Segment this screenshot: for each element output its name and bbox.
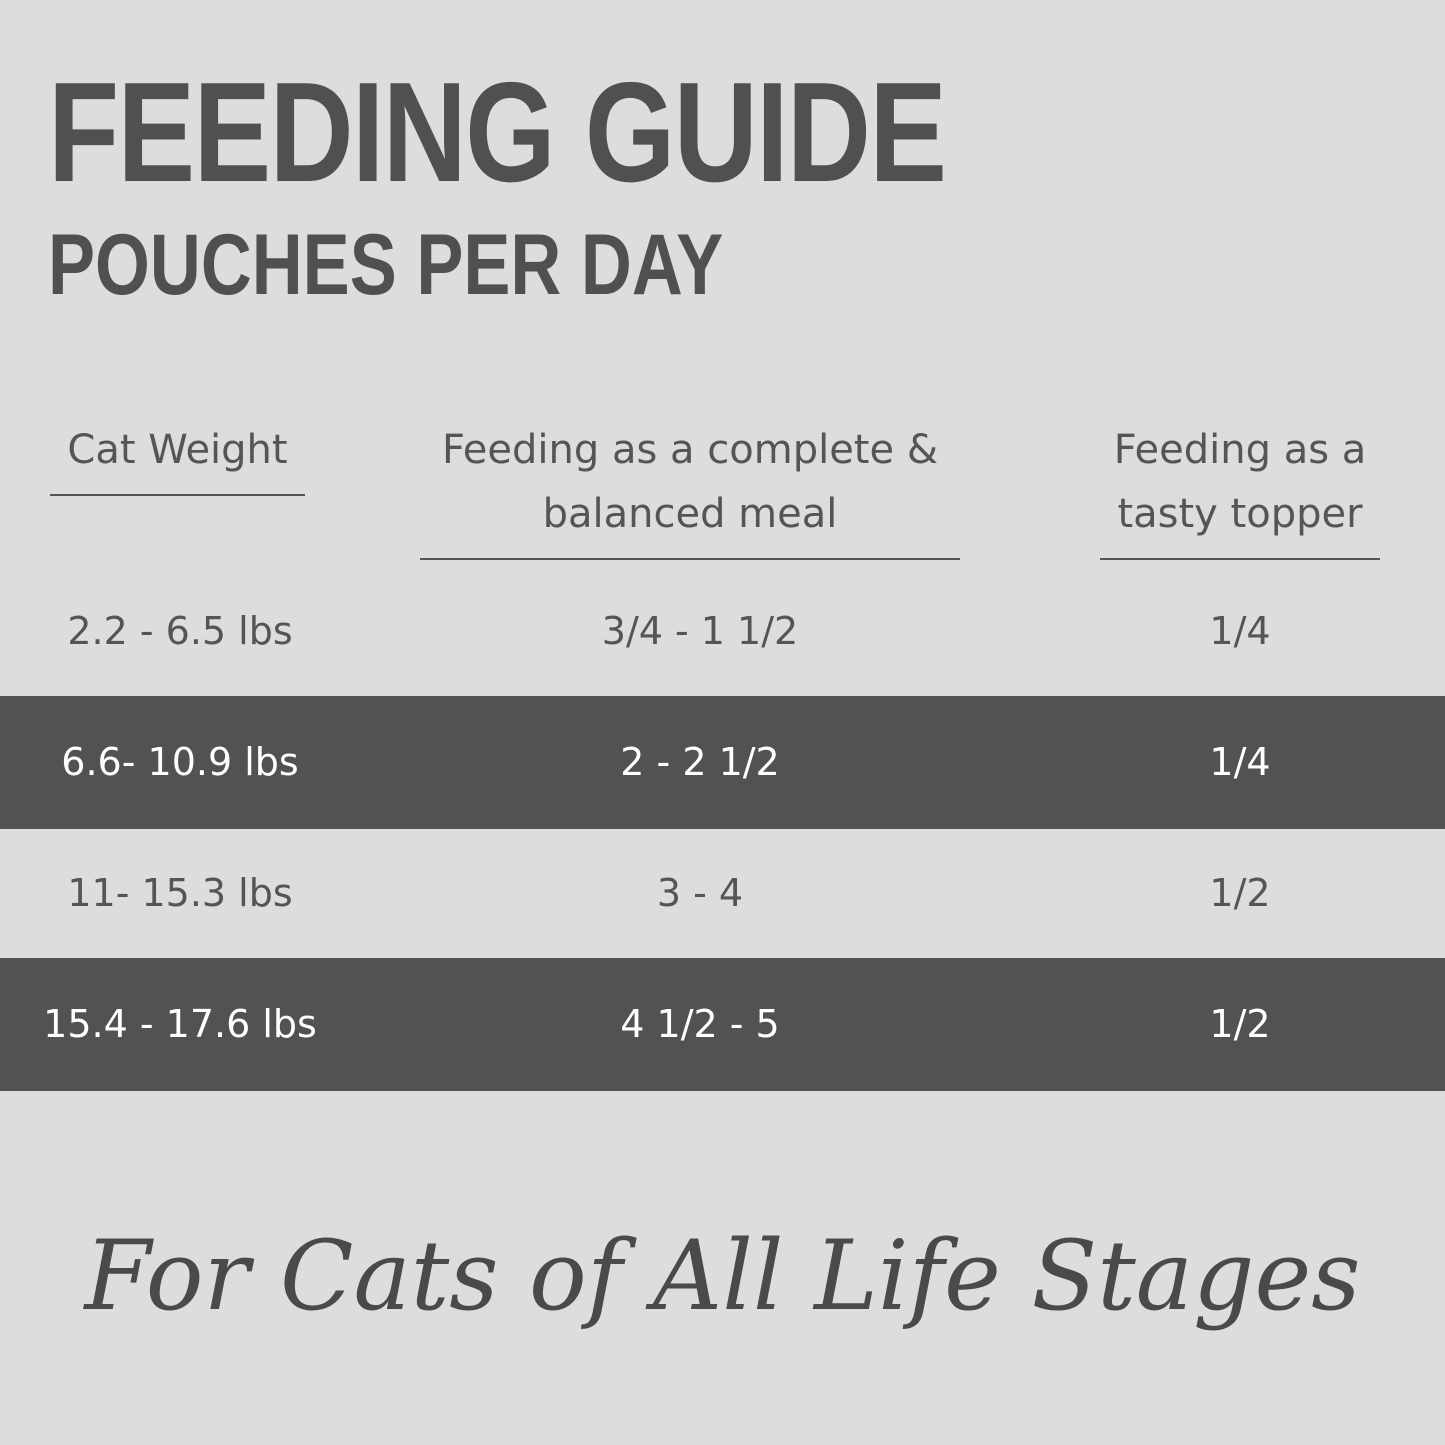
table-row: 6.6- 10.9 lbs 2 - 2 1/2 1/4 — [0, 696, 1445, 829]
table-cell: 3 - 4 — [656, 871, 744, 915]
subtitle: POUCHES PER DAY — [48, 217, 724, 313]
table-cell: 2 - 2 1/2 — [620, 740, 780, 784]
table-cell: 1/2 — [1209, 1002, 1271, 1046]
table-cell: 1/4 — [1209, 609, 1271, 653]
column-header: Feeding as a complete & balanced meal — [420, 418, 960, 560]
table-cell: 3/4 - 1 1/2 — [601, 609, 799, 653]
title: FEEDING GUIDE — [48, 53, 947, 212]
table-row: 2.2 - 6.5 lbs 3/4 - 1 1/2 1/4 — [0, 565, 1445, 698]
table-cell: 4 1/2 - 5 — [620, 1002, 780, 1046]
table-cell: 1/2 — [1209, 871, 1271, 915]
table-cell: 11- 15.3 lbs — [67, 871, 293, 915]
column-header: Feeding as a tasty topper — [1100, 418, 1380, 560]
tagline: For Cats of All Life Stages — [84, 1220, 1361, 1332]
table-row: 11- 15.3 lbs 3 - 4 1/2 — [0, 827, 1445, 960]
table-cell: 2.2 - 6.5 lbs — [67, 609, 293, 653]
table-cell: 1/4 — [1209, 740, 1271, 784]
table-cell: 6.6- 10.9 lbs — [61, 740, 299, 784]
table-row: 15.4 - 17.6 lbs 4 1/2 - 5 1/2 — [0, 958, 1445, 1091]
column-header: Cat Weight — [50, 418, 305, 496]
table-cell: 15.4 - 17.6 lbs — [43, 1002, 317, 1046]
